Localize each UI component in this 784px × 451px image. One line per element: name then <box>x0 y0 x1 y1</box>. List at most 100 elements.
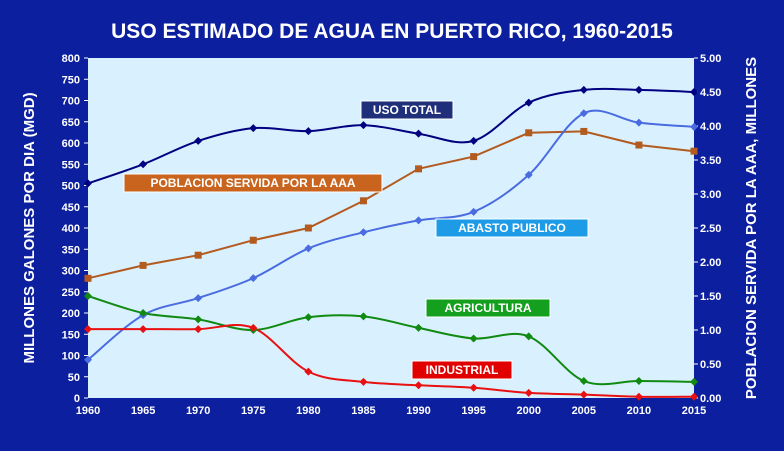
series-labels: USO TOTAL POBLACION SERVIDA POR LA AAA ABA… <box>123 100 589 380</box>
series-label-poblacion-servida-por-la-aaa: POBLACION SERVIDA POR LA AAA <box>150 176 355 190</box>
data-point-industrial <box>84 325 92 334</box>
data-point-abasto-publico <box>469 207 478 216</box>
x-tick-label: 1965 <box>131 405 155 417</box>
y2-tick-label: 2.50 <box>700 223 721 235</box>
y2-tick-label: 4.00 <box>700 121 721 133</box>
data-point-poblacion-servida-por-la-aaa <box>635 141 643 149</box>
data-point-poblacion-servida-por-la-aaa <box>194 251 202 259</box>
y-tick-label: 600 <box>62 138 80 150</box>
y2-axis-label: POBLACION SERVIDA POR LA AAA, MILLONES <box>743 57 760 399</box>
data-point-abasto-publico <box>690 122 698 131</box>
x-tick-label: 1975 <box>241 405 265 417</box>
x-tick-label: 2010 <box>627 405 651 417</box>
data-point-abasto-publico <box>84 355 92 364</box>
x-axis-ticks: 1960 1965 1970 1975 1980 1985 1990 1995 2000 2005… <box>76 405 706 417</box>
series-label-box-uso-total <box>360 100 454 120</box>
y2-tick-label: 3.50 <box>700 155 721 167</box>
data-point-uso-total <box>690 88 698 96</box>
data-point-industrial <box>634 392 643 401</box>
x-tick-label: 1980 <box>296 405 320 417</box>
series-label-abasto-publico: ABASTO PUBLICO <box>458 221 566 235</box>
data-point-agricultura <box>634 377 643 385</box>
x-tick-label: 1990 <box>406 405 430 417</box>
data-point-poblacion-servida-por-la-aaa <box>525 129 533 137</box>
y2-tick-label: 1.00 <box>700 325 721 337</box>
y2-tick-label: 2.00 <box>700 257 721 269</box>
y-tick-label: 100 <box>62 351 80 363</box>
data-point-abasto-publico <box>249 274 258 283</box>
data-point-agricultura <box>579 377 588 385</box>
data-point-industrial <box>249 323 258 332</box>
y-tick-label: 400 <box>62 223 80 235</box>
data-point-industrial <box>359 377 368 386</box>
data-point-industrial <box>139 325 148 334</box>
y2-tick-label: 4.50 <box>700 87 721 99</box>
data-point-uso-total <box>414 129 423 138</box>
data-point-poblacion-servida-por-la-aaa <box>84 274 92 282</box>
data-point-industrial <box>690 392 698 401</box>
x-tick-label: 2005 <box>572 405 596 417</box>
data-point-uso-total <box>194 136 203 145</box>
data-point-uso-total <box>249 124 258 133</box>
y2-axis-ticks: 0.00 0.50 1.00 1.50 2.00 2.50 3.00 3.50 4.00 4.50… <box>694 53 721 405</box>
data-point-uso-total <box>579 85 588 94</box>
data-point-uso-total <box>84 179 92 188</box>
data-point-agricultura <box>524 332 533 341</box>
y-tick-label: 700 <box>62 96 80 108</box>
y-tick-label: 350 <box>62 244 80 256</box>
x-tick-label: 1960 <box>76 405 100 417</box>
data-point-agricultura <box>414 323 423 332</box>
series-label-box-agricultura <box>425 298 551 318</box>
data-point-poblacion-servida-por-la-aaa <box>470 153 478 161</box>
data-point-abasto-publico <box>579 109 588 118</box>
data-point-abasto-publico <box>359 228 368 237</box>
series-label-box-industrial <box>411 360 513 380</box>
data-point-uso-total <box>139 160 148 169</box>
y-tick-label: 450 <box>62 202 80 214</box>
series-label-industrial: INDUSTRIAL <box>426 363 499 377</box>
series-label-agricultura: AGRICULTURA <box>444 301 531 315</box>
data-point-agricultura <box>304 313 313 322</box>
data-point-poblacion-servida-por-la-aaa <box>359 197 367 205</box>
data-point-industrial <box>304 367 313 376</box>
series-label-uso-total: USO TOTAL <box>373 103 441 117</box>
data-point-abasto-publico <box>524 170 533 179</box>
y-tick-label: 500 <box>62 181 80 193</box>
y-tick-label: 150 <box>62 329 80 341</box>
y-tick-label: 0 <box>74 393 80 405</box>
chart-title: USO ESTIMADO DE AGUA EN PUERTO RICO, 196… <box>111 20 673 43</box>
data-point-abasto-publico <box>194 294 203 303</box>
data-point-agricultura <box>690 377 698 386</box>
data-point-industrial <box>524 388 533 397</box>
y2-tick-label: 0.50 <box>700 359 721 371</box>
data-point-poblacion-servida-por-la-aaa <box>580 127 588 135</box>
y-tick-label: 200 <box>62 308 80 320</box>
y-tick-label: 750 <box>62 74 80 86</box>
data-point-uso-total <box>359 121 368 130</box>
data-point-poblacion-servida-por-la-aaa <box>690 147 698 155</box>
data-point-poblacion-servida-por-la-aaa <box>304 224 312 232</box>
x-tick-label: 1970 <box>186 405 210 417</box>
data-point-uso-total <box>524 98 533 107</box>
data-point-poblacion-servida-por-la-aaa <box>139 261 147 269</box>
y-tick-label: 300 <box>62 266 80 278</box>
series-line-poblacion-servida-por-la-aaa <box>87 130 695 280</box>
y-tick-label: 250 <box>62 287 80 299</box>
data-point-poblacion-servida-por-la-aaa <box>415 165 423 173</box>
data-point-agricultura <box>139 309 148 317</box>
data-point-uso-total <box>304 127 313 136</box>
x-tick-label: 2000 <box>516 405 540 417</box>
data-point-agricultura <box>84 292 92 300</box>
data-point-agricultura <box>359 312 368 321</box>
y2-tick-label: 1.50 <box>700 291 721 303</box>
y2-tick-label: 5.00 <box>700 53 721 65</box>
data-point-abasto-publico <box>304 244 313 253</box>
y2-tick-label: 0.00 <box>700 393 721 405</box>
series-label-box-poblacion-servida-por-la-aaa <box>123 173 383 193</box>
data-point-uso-total <box>634 85 643 94</box>
y2-tick-label: 3.00 <box>700 189 721 201</box>
data-point-industrial <box>414 381 423 390</box>
y-tick-label: 550 <box>62 159 80 171</box>
data-point-abasto-publico <box>634 118 643 127</box>
